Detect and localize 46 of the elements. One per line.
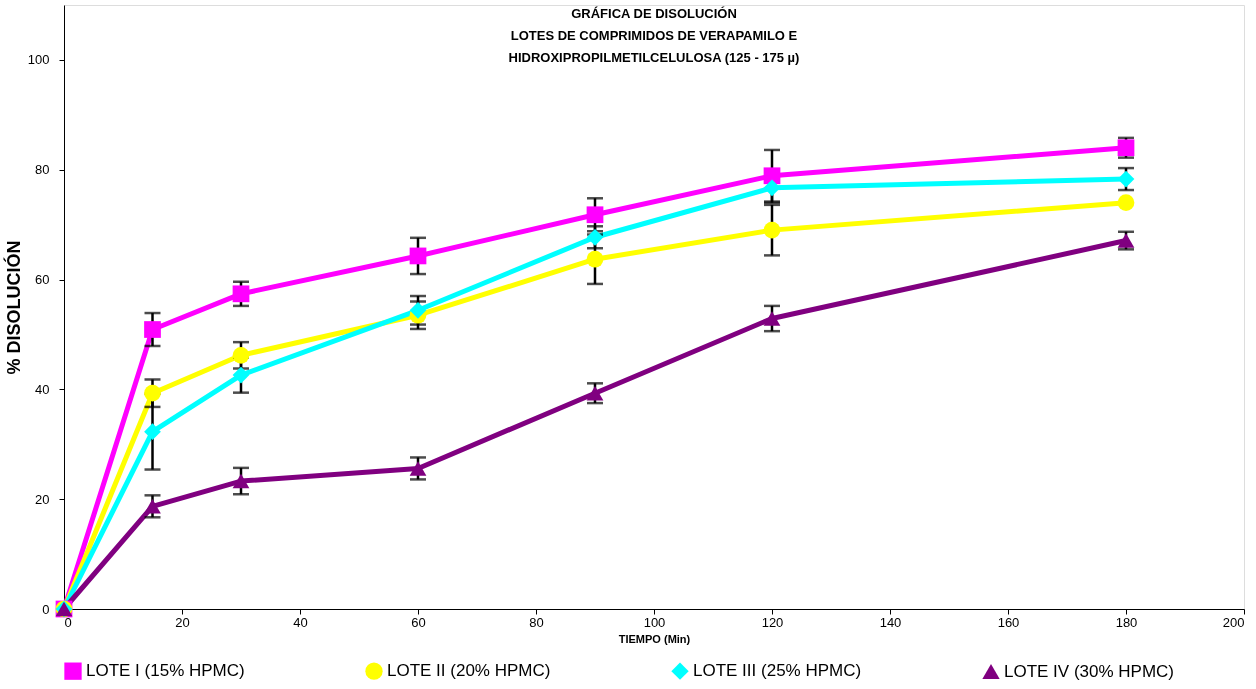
x-tick-label: 100 — [643, 614, 666, 630]
point — [232, 346, 250, 364]
point — [144, 321, 161, 338]
point — [409, 247, 427, 265]
legend-label: LOTE I (15% HPMC) — [86, 661, 245, 681]
point — [144, 499, 161, 514]
legend-label: LOTE IV (30% HPMC) — [1004, 661, 1175, 681]
point — [586, 385, 604, 401]
x-tick-label: 160 — [997, 614, 1020, 630]
x-tick-label: 20 — [175, 614, 190, 630]
point — [763, 167, 781, 185]
y-tick-label: 40 — [35, 381, 50, 397]
point — [232, 366, 250, 384]
x-tick-label: 60 — [411, 614, 426, 630]
point — [144, 423, 161, 441]
y-axis-title: % DISOLUCIÓN — [2, 240, 24, 375]
point — [586, 250, 604, 268]
x-tick-label: 140 — [879, 614, 902, 630]
y-tick-label: 80 — [35, 162, 50, 178]
x-tick-label: 80 — [529, 614, 544, 630]
text: HIDROXIPROPILMETILCELULOSA (125 - 175 µ) — [508, 50, 800, 65]
point — [232, 285, 250, 303]
point — [1117, 170, 1135, 188]
legend-label: LOTE III (25% HPMC) — [693, 661, 862, 681]
x-axis-title: TIEMPO (Min) — [618, 632, 691, 645]
x-tick-label: 120 — [761, 614, 784, 630]
point — [144, 384, 161, 402]
text: LOTES DE COMPRIMIDOS DE VERAPAMILO E — [510, 28, 798, 43]
x-tick-label: 180 — [1115, 614, 1138, 630]
x-tick-label: 0 — [64, 614, 72, 630]
x-tick-label: 40 — [293, 614, 308, 630]
point — [763, 221, 781, 239]
point — [586, 228, 604, 246]
point — [1117, 194, 1135, 212]
y-tick-label: 100 — [27, 52, 50, 68]
x-tick-label: 200 — [1222, 614, 1245, 630]
text: GRÁFICA DE DISOLUCIÓN — [571, 6, 737, 21]
point — [763, 311, 781, 326]
point — [409, 301, 427, 319]
y-tick-label: 20 — [35, 491, 50, 507]
point — [232, 473, 250, 489]
legend-label: LOTE II (20% HPMC) — [387, 661, 551, 681]
y-tick-label: 0 — [42, 601, 50, 617]
y-tick-label: 60 — [35, 272, 50, 288]
point — [409, 461, 427, 476]
point — [586, 206, 604, 224]
